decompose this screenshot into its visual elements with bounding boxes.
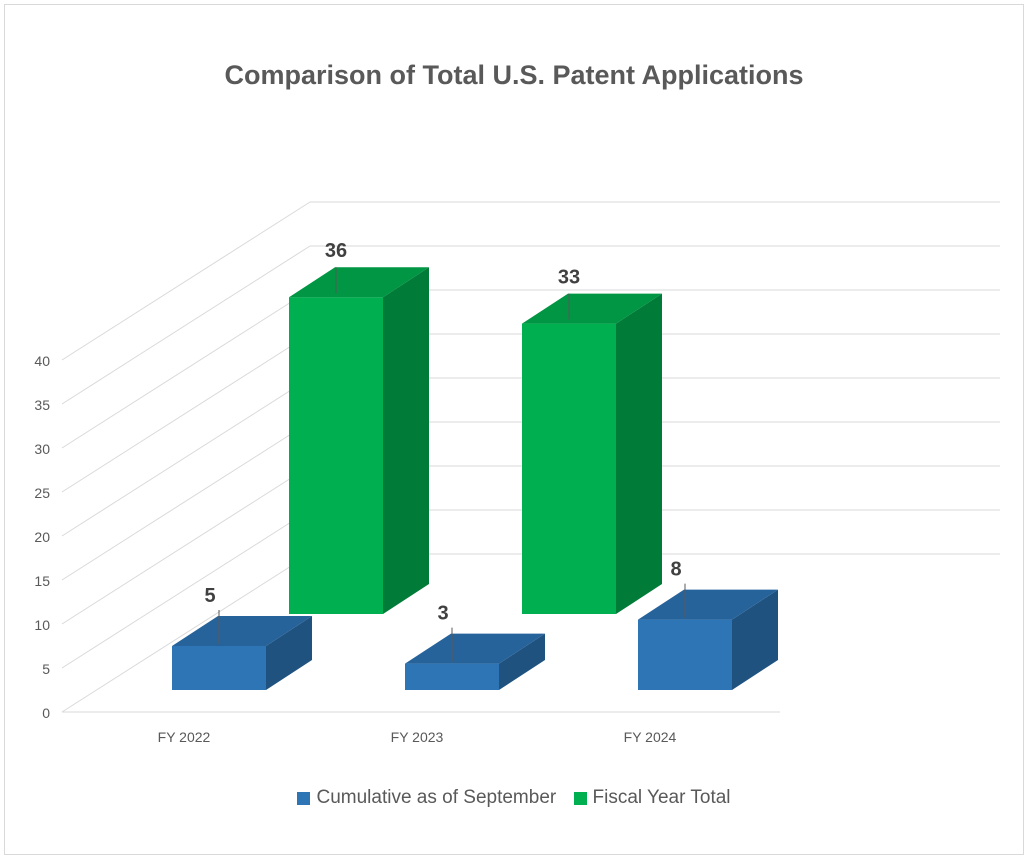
gridline-side bbox=[61, 509, 311, 669]
bar-cumulative-side bbox=[732, 589, 778, 690]
chart-title: Comparison of Total U.S. Patent Applicat… bbox=[224, 60, 804, 90]
y-tick-label: 30 bbox=[34, 441, 50, 457]
data-label-cumulative: 8 bbox=[670, 559, 681, 581]
legend-item-cumulative: Cumulative as of September bbox=[297, 787, 556, 809]
bar-cumulative-top bbox=[638, 589, 778, 620]
gridline-side bbox=[61, 289, 311, 449]
y-tick-label: 20 bbox=[34, 529, 50, 545]
bar-fiscal-year-total-front bbox=[289, 297, 383, 614]
bar-fiscal-year-total-top bbox=[522, 293, 662, 324]
bar-cumulative-top bbox=[172, 616, 312, 646]
legend-swatch-fiscal-year-total bbox=[573, 791, 587, 805]
data-label-fiscal-year-total: 36 bbox=[325, 240, 347, 262]
y-tick-label: 15 bbox=[34, 573, 50, 589]
gridline-side bbox=[61, 201, 311, 361]
data-label-cumulative: 5 bbox=[204, 585, 215, 607]
bar-cumulative-side bbox=[499, 633, 545, 690]
chart-legend: Cumulative as of September Fiscal Year T… bbox=[0, 787, 1028, 811]
bar-cumulative-front bbox=[172, 646, 266, 690]
y-tick-label: 35 bbox=[34, 397, 50, 413]
bar-cumulative-top bbox=[405, 633, 545, 664]
gridline-side bbox=[61, 333, 311, 493]
x-tick-label: FY 2022 bbox=[158, 729, 211, 745]
legend-label-cumulative: Cumulative as of September bbox=[316, 787, 557, 808]
gridline-side bbox=[61, 553, 311, 713]
bar-cumulative-side bbox=[266, 616, 312, 690]
bar-cumulative-front bbox=[638, 619, 732, 690]
data-label-fiscal-year-total: 33 bbox=[558, 267, 580, 289]
chart-frame bbox=[4, 4, 1024, 855]
bar-fiscal-year-total-side bbox=[383, 267, 429, 614]
gridline-side bbox=[61, 377, 311, 537]
gridline-side bbox=[61, 421, 311, 581]
bar-cumulative-front bbox=[405, 663, 499, 690]
y-tick-label: 25 bbox=[34, 485, 50, 501]
y-tick-label: 5 bbox=[42, 661, 50, 677]
y-tick-label: 0 bbox=[42, 705, 50, 721]
y-tick-label: 40 bbox=[34, 353, 50, 369]
bar-fiscal-year-total-top bbox=[289, 267, 429, 298]
data-label-cumulative: 3 bbox=[437, 603, 448, 625]
x-tick-label: FY 2023 bbox=[391, 729, 444, 745]
legend-label-fiscal-year-total: Fiscal Year Total bbox=[592, 787, 731, 808]
bar-fiscal-year-total-side bbox=[616, 293, 662, 614]
gridline-side bbox=[61, 465, 311, 625]
y-tick-label: 10 bbox=[34, 617, 50, 633]
legend-swatch-cumulative bbox=[297, 791, 311, 805]
bar-fiscal-year-total-front bbox=[522, 323, 616, 614]
x-tick-label: FY 2024 bbox=[624, 729, 677, 745]
gridline-side bbox=[61, 245, 311, 405]
legend-item-fiscal-year-total: Fiscal Year Total bbox=[573, 787, 731, 809]
